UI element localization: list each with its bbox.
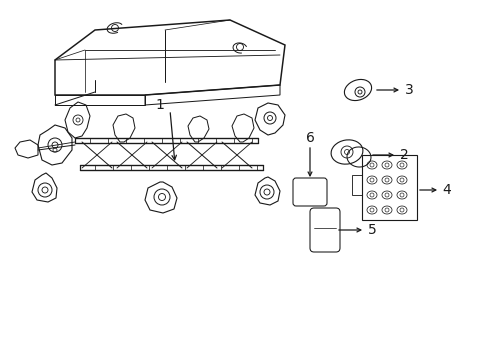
Text: 3: 3 [404,83,412,97]
Text: 5: 5 [367,223,376,237]
Bar [361,155,416,220]
Bar [351,175,361,195]
Text: 6: 6 [305,131,314,145]
Text: 1: 1 [155,98,164,112]
Text: 4: 4 [442,183,450,197]
Text: 2: 2 [399,148,407,162]
